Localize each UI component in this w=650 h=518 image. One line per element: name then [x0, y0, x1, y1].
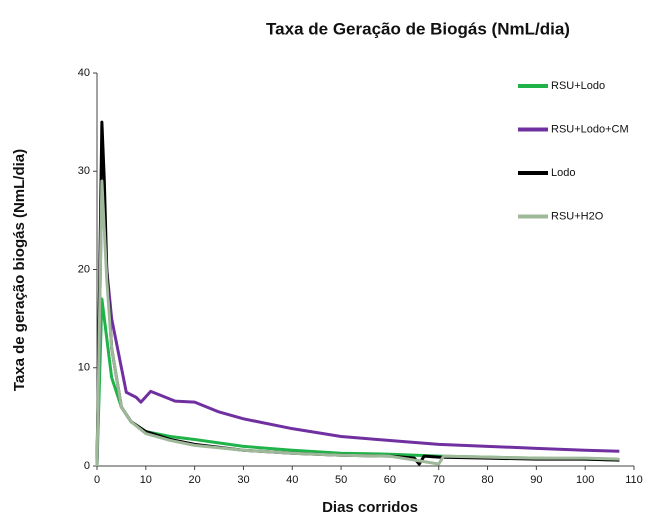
x-tick-label: 0: [94, 474, 100, 486]
x-tick-label: 110: [625, 474, 643, 486]
series-line: [95, 179, 620, 467]
series-line: [95, 179, 620, 467]
x-tick-label: 50: [335, 474, 347, 486]
legend-label: RSU+Lodo+CM: [551, 123, 629, 135]
x-tick-label: 90: [530, 474, 542, 486]
legend-label: RSU+H2O: [551, 210, 604, 222]
chart-title: Taxa de Geração de Biogás (NmL/dia): [266, 19, 570, 38]
legend-label: Lodo: [551, 167, 575, 179]
y-tick-label: 10: [78, 362, 90, 374]
x-tick-label: 30: [237, 474, 249, 486]
y-tick-label: 20: [78, 263, 90, 275]
x-tick-label: 40: [286, 474, 298, 486]
x-tick-label: 20: [189, 474, 201, 486]
x-tick-label: 10: [140, 474, 152, 486]
x-tick-label: 70: [433, 474, 445, 486]
x-tick-label: 60: [384, 474, 396, 486]
y-tick-label: 30: [78, 165, 90, 177]
x-tick-label: 100: [576, 474, 594, 486]
y-tick-label: 0: [84, 460, 90, 472]
y-axis-label: Taxa de geração biogás (NmL/dia): [11, 149, 28, 391]
x-tick-label: 80: [481, 474, 493, 486]
y-tick-label: 40: [78, 67, 90, 79]
x-axis-label: Dias corridos: [322, 499, 418, 516]
legend-label: RSU+Lodo: [551, 80, 605, 92]
